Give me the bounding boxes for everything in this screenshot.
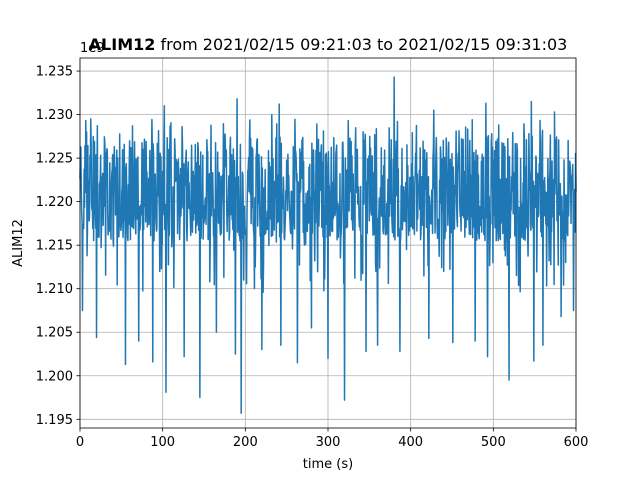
y-tick-label: 1.220 [36,195,73,210]
y-axis-label: ALIM12 [11,219,26,267]
y-tick-label: 1.205 [36,326,73,341]
chart-title-rest: from 2021/02/15 09:21:03 to 2021/02/15 0… [155,35,567,54]
x-axis-label: time (s) [303,457,353,472]
x-tick-label: 600 [564,435,589,450]
x-tick-label: 200 [233,435,258,450]
y-tick-label: 1.195 [36,413,73,428]
x-tick-label: 400 [398,435,423,450]
y-tick-label: 1.225 [36,152,73,167]
x-tick-label: 300 [316,435,341,450]
data-layer [79,76,577,414]
y-tick-label: 1.215 [36,239,73,254]
x-tick-label: 0 [76,435,84,450]
x-tick-label: 500 [481,435,506,450]
y-tick-label: 1.230 [36,108,73,123]
chart-title: ALIM12 from 2021/02/15 09:21:03 to 2021/… [89,35,568,54]
x-tick-label: 100 [150,435,175,450]
y-tick-label: 1.210 [36,282,73,297]
chart-title-bold: ALIM12 [89,35,156,54]
y-tick-label: 1.200 [36,369,73,384]
y-tick-label: 1.235 [36,65,73,80]
series-line [79,76,577,414]
offset-text: 1e9 [80,41,105,56]
ticks: 0 100 200 300 400 500 600 1.195 1.200 1.205 1.210 1… [36,65,589,450]
